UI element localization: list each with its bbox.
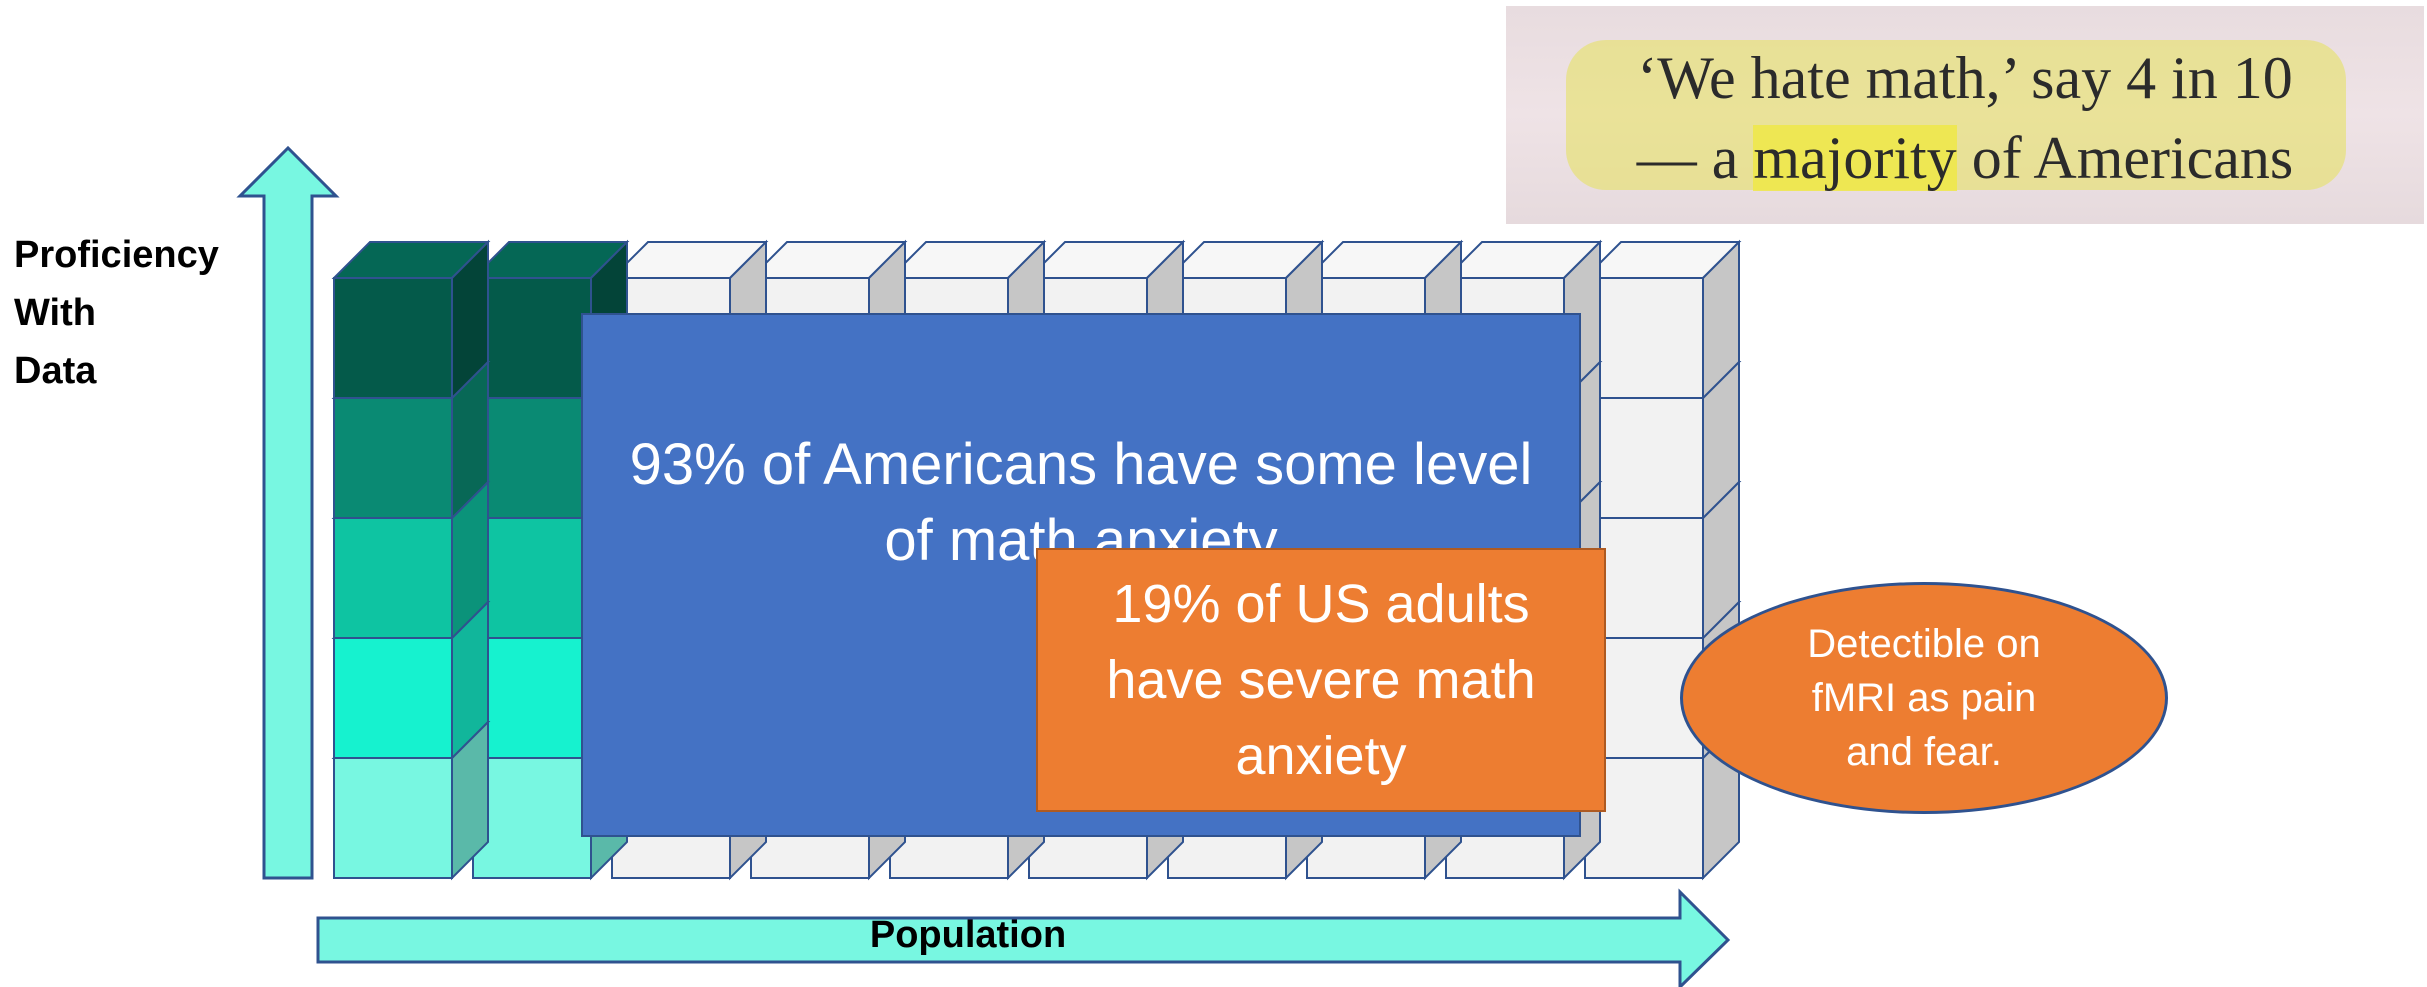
headline-suffix: of Americans (1956, 125, 2294, 191)
cube-front-face (333, 757, 453, 879)
newspaper-headline-clipping: ‘We hate math,’ say 4 in 10 — a majority… (1506, 6, 2424, 224)
x-axis-label: Population (869, 914, 1067, 956)
cube-front-face (333, 397, 453, 519)
cube-front-face (333, 517, 453, 639)
cube-front-face (1584, 277, 1704, 399)
headline-highlight: majority (1753, 125, 1957, 191)
fmri-callout: Detectible on fMRI as pain and fear. (1680, 582, 2168, 814)
severe-anxiety-callout: 19% of US adults have severe math anxiet… (1036, 548, 1606, 812)
fmri-text: Detectible on fMRI as pain and fear. (1807, 622, 2041, 774)
cube-empty (1582, 239, 1742, 401)
cube-front-face (472, 397, 592, 519)
cube-filled (331, 239, 491, 401)
cube-front-face (472, 277, 592, 399)
y-axis-label: Proficiency With Data (14, 234, 219, 392)
headline-line-2: — a majority of Americans (1506, 124, 2424, 193)
math-anxiety-text: 93% of Americans have some level of math… (629, 432, 1533, 573)
severe-anxiety-text: 19% of US adults have severe math anxiet… (1106, 574, 1536, 786)
headline-prefix: — a (1636, 125, 1754, 191)
y-axis-arrow (236, 145, 340, 880)
headline-line-1: ‘We hate math,’ say 4 in 10 (1637, 45, 2293, 111)
cube-front-face (472, 517, 592, 639)
x-axis-arrow (316, 888, 1731, 987)
cube-front-face (472, 757, 592, 879)
cube-front-face (472, 637, 592, 759)
cube-front-face (333, 637, 453, 759)
cube-front-face (1584, 397, 1704, 519)
cube-front-face (333, 277, 453, 399)
